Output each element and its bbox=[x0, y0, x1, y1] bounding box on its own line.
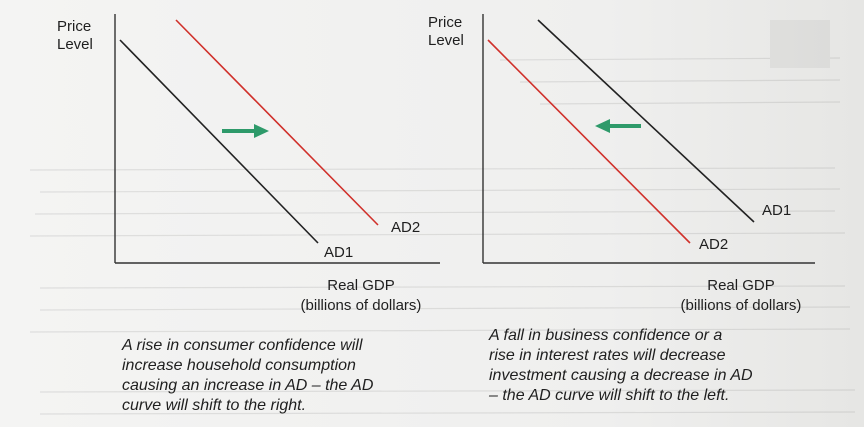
shift-arrow-right bbox=[222, 124, 269, 138]
ad2-label: AD2 bbox=[391, 219, 421, 236]
ad2-label: AD2 bbox=[699, 236, 729, 253]
ad2-curve bbox=[487, 39, 691, 244]
shift-arrow-left bbox=[595, 119, 641, 133]
x-axis-label: Real GDP (billions of dollars) bbox=[300, 277, 422, 314]
ad1-label: AD1 bbox=[762, 202, 792, 219]
ad1-curve bbox=[119, 39, 319, 244]
left-caption: A rise in consumer confidence will incre… bbox=[122, 337, 374, 414]
right-caption: A fall in business confidence or a rise … bbox=[489, 327, 753, 404]
ad2-curve bbox=[175, 19, 379, 226]
ad1-curve bbox=[537, 19, 755, 223]
ad1-label: AD1 bbox=[324, 244, 354, 261]
x-axis-label: Real GDP (billions of dollars) bbox=[680, 277, 802, 314]
y-axis-label: Price Level bbox=[428, 14, 464, 49]
y-axis-label: Price Level bbox=[57, 18, 93, 53]
